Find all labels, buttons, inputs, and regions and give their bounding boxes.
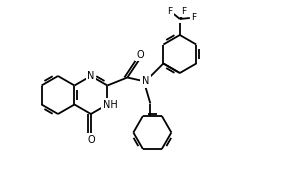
Text: F: F	[191, 13, 197, 21]
Text: NH: NH	[103, 100, 118, 110]
Text: F: F	[167, 6, 172, 16]
Text: N: N	[87, 71, 95, 81]
Text: O: O	[136, 50, 144, 60]
Text: F: F	[181, 6, 186, 16]
Text: N: N	[142, 77, 149, 87]
Text: O: O	[87, 135, 95, 145]
